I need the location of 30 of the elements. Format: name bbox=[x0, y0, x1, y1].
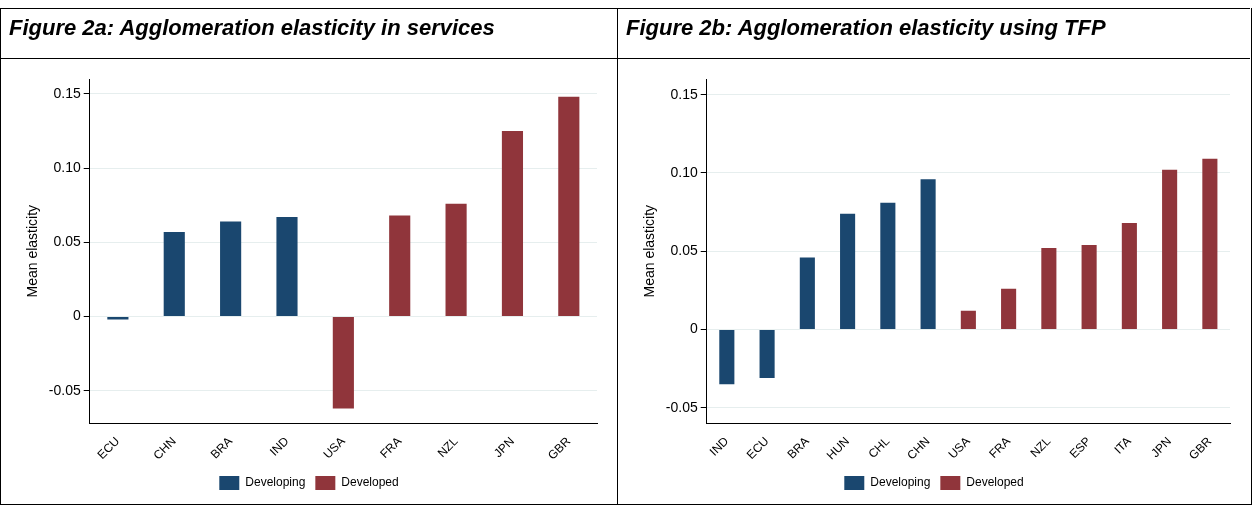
x-tick-label: IND bbox=[266, 433, 292, 459]
x-tick-label: ITA bbox=[1111, 434, 1134, 457]
y-tick-label: 0.05 bbox=[53, 233, 81, 250]
x-tick-label: NZL bbox=[434, 433, 461, 461]
y-tick-label: 0.10 bbox=[670, 163, 698, 180]
y-tick-label: 0.15 bbox=[670, 85, 698, 102]
legend-label: Developed bbox=[966, 475, 1024, 490]
chart-title: Figure 2b: Agglomeration elasticity using TFP bbox=[618, 9, 1250, 59]
legend-label: Developed bbox=[341, 475, 399, 490]
y-axis-title: Mean elasticity bbox=[641, 204, 658, 298]
x-tick-label: CHL bbox=[865, 433, 893, 461]
y-tick-label: 0 bbox=[72, 307, 81, 324]
x-tick-label: JPN bbox=[490, 434, 517, 461]
legend-label: Developing bbox=[245, 475, 306, 490]
y-tick-label: 0 bbox=[689, 320, 698, 337]
x-tick-label: JPN bbox=[1148, 434, 1175, 461]
x-tick-label: USA bbox=[945, 434, 973, 462]
legend-label: Developing bbox=[870, 475, 931, 490]
x-tick-label: USA bbox=[320, 434, 348, 462]
x-tick-label: IND bbox=[706, 433, 732, 459]
y-tick-label: 0.05 bbox=[670, 242, 698, 259]
x-tick-label: FRA bbox=[986, 434, 1014, 461]
y-tick-label: 0.15 bbox=[53, 84, 81, 101]
y-tick-label: -0.05 bbox=[665, 398, 698, 415]
y-axis-title: Mean elasticity bbox=[24, 204, 41, 298]
chart-title: Figure 2a: Agglomeration elasticity in services bbox=[1, 9, 617, 59]
y-tick-label: -0.05 bbox=[48, 381, 81, 398]
x-tick-label: FRA bbox=[377, 434, 405, 461]
y-tick-label: 0.10 bbox=[53, 158, 81, 175]
x-tick-label: NZL bbox=[1027, 433, 1054, 461]
